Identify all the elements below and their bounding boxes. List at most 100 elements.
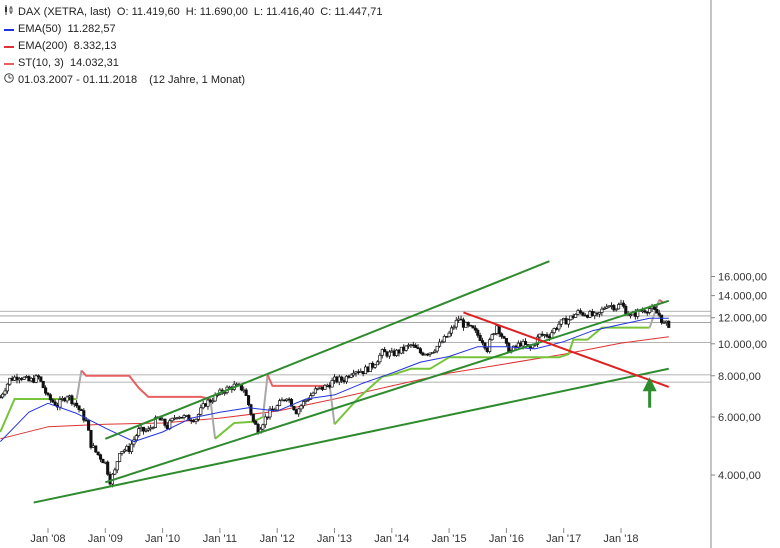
ema200-value: 8.332,13 [73, 40, 117, 52]
candle-body [244, 389, 248, 396]
candle-body [435, 345, 439, 352]
candle-body [41, 380, 45, 389]
x-tick-label: Jan '12 [260, 533, 295, 545]
candle-body [316, 387, 320, 390]
y-tick-label: 12.000,00 [718, 313, 767, 325]
candle-body [122, 449, 126, 452]
candle-body [146, 428, 150, 431]
candle-body [581, 312, 585, 316]
candle-body [471, 325, 475, 329]
candle-body [275, 405, 279, 411]
candle-body [211, 400, 215, 403]
date-range: 01.03.2007 - 01.11.2018 [18, 74, 138, 86]
candle-body [87, 420, 91, 431]
candle-body [476, 329, 480, 336]
candle-body [655, 309, 659, 314]
candle-body [309, 395, 313, 400]
clock-icon [4, 72, 14, 89]
candle-body [643, 310, 647, 313]
candle-body [58, 399, 62, 408]
low-label: L: [253, 6, 264, 18]
candle-body [414, 344, 418, 348]
candle-body [261, 424, 265, 430]
candle-body [660, 314, 664, 323]
candle-body [614, 308, 618, 311]
candle-body [473, 327, 477, 331]
candle-body [605, 306, 609, 309]
candle-body [79, 409, 83, 411]
close-value: 11.447,71 [334, 6, 383, 18]
candle-body [141, 426, 146, 432]
x-tick-label: Jan '09 [88, 533, 123, 545]
candle-body [340, 376, 344, 381]
supertrend-segment-5 [261, 374, 269, 418]
candle-body [89, 429, 93, 448]
candle-body [263, 416, 267, 426]
candle-body [168, 420, 172, 430]
candle-body [449, 327, 454, 334]
downtrend-line [463, 311, 670, 388]
candle-body [8, 377, 12, 385]
candle-body [662, 322, 666, 324]
candle-body [438, 341, 442, 347]
candle-body [559, 319, 563, 325]
candle-body [106, 461, 110, 475]
st-value: 14.032,31 [69, 57, 119, 69]
x-tick-label: Jan '11 [203, 533, 237, 545]
candle-body [454, 319, 458, 328]
duration-text: (12 Jahre, 1 Monat) [149, 74, 246, 86]
candle-body [578, 310, 582, 313]
supertrend-segment-4 [214, 416, 264, 440]
candle-body [254, 420, 258, 425]
long-term-support-line [33, 367, 669, 504]
candle-body [378, 354, 382, 363]
candle-body [297, 408, 301, 415]
legend-ema50-row: EMA(50) 11.282,57 [4, 21, 382, 38]
candle-body [624, 305, 628, 314]
candle-body [657, 312, 661, 316]
candle-body [249, 404, 253, 415]
candle-body [440, 341, 444, 344]
candle-body [51, 399, 55, 403]
candle-body [488, 339, 492, 352]
candle-body [500, 333, 504, 337]
candle-body [430, 352, 434, 354]
y-tick-label: 10.000,00 [718, 339, 767, 351]
candle-body [137, 428, 141, 436]
candle-body [39, 376, 43, 382]
candle-body [416, 347, 420, 350]
candle-body [497, 325, 501, 335]
candle-body [187, 414, 191, 421]
y-tick-label: 4.000,00 [718, 470, 761, 482]
candle-body [120, 451, 124, 454]
candle-body [447, 332, 451, 338]
y-tick-label: 8.000,00 [718, 371, 761, 383]
candle-body [574, 313, 578, 318]
candle-body [268, 408, 272, 418]
x-tick-label: Jan '10 [145, 533, 180, 545]
candle-body [299, 405, 303, 410]
legend-st-row: ST(10, 3) 14.032,31 [4, 55, 382, 72]
candle-body [442, 335, 446, 343]
candle-body [538, 333, 542, 338]
candle-body [266, 416, 270, 419]
candle-body [648, 308, 652, 313]
candle-body [523, 341, 528, 345]
candle-body [483, 342, 487, 349]
ema50-value: 11.282,57 [67, 23, 116, 35]
candle-body [466, 322, 470, 326]
candle-body [311, 392, 315, 397]
candle-body [344, 375, 348, 383]
upper-channel-line [104, 260, 550, 440]
ema50-swatch [4, 28, 14, 31]
candle-body [144, 429, 148, 432]
candle-body [352, 372, 356, 376]
x-tick-label: Jan '14 [374, 533, 409, 545]
legend-symbol-row: DAX (XETRA, last) O: 11.419,60 H: 11.690… [4, 4, 382, 21]
candle-body [349, 374, 353, 378]
candle-body [1, 393, 5, 398]
chart-legend: DAX (XETRA, last) O: 11.419,60 H: 11.690… [4, 4, 382, 89]
candle-body [313, 388, 317, 394]
x-tick-label: Jan '18 [603, 533, 638, 545]
candle-body [34, 375, 38, 383]
